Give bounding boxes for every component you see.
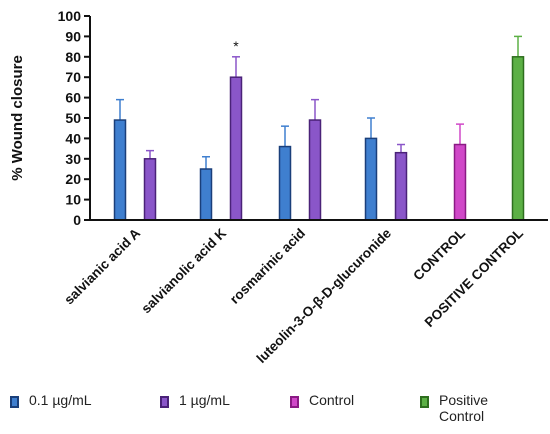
legend-label: 1 µg/mL [179, 392, 230, 408]
legend-swatch-control [290, 396, 299, 408]
x-category-label: salvianolic acid K [138, 225, 229, 316]
bar [113, 119, 127, 221]
legend-item-1-ug: 1 µg/mL [160, 392, 230, 408]
y-tick-label: 30 [65, 151, 81, 167]
x-category-label: luteolin-3-O-β-D-glucuronide [254, 225, 395, 366]
legend-label: Positive Control [439, 392, 489, 424]
bar [143, 158, 157, 221]
bar [364, 137, 378, 221]
x-category-label: rosmarinic acid [227, 226, 308, 307]
significance-marker: * [233, 38, 239, 54]
bar [394, 151, 408, 221]
legend-label: Control [309, 392, 355, 408]
bar-chart-svg: 0 10 20 30 40 50 60 70 80 90 100 * salvianic acid … [9, 8, 548, 366]
legend-label: 0.1 µg/mL [29, 392, 92, 408]
y-tick-label: 100 [58, 8, 82, 24]
y-tick-label: 80 [65, 49, 81, 65]
bar [511, 56, 525, 221]
x-category-label: POSITIVE CONTROL [422, 226, 526, 330]
y-tick-label: 0 [73, 212, 81, 228]
bar [308, 119, 322, 221]
y-tick-label: 10 [65, 192, 81, 208]
legend: 0.1 µg/mL 1 µg/mL Control Positive Contr… [0, 388, 550, 434]
y-tick-label: 70 [65, 69, 81, 85]
legend-item-control: Control [290, 392, 354, 408]
x-category-label: salvianic acid A [61, 225, 143, 307]
bar [453, 143, 467, 221]
legend-item-positive-control: Positive Control [420, 392, 488, 424]
y-tick-label: 60 [65, 90, 81, 106]
x-category-label: CONTROL [410, 226, 468, 284]
bar [199, 168, 213, 221]
legend-swatch-0-1-ug [10, 396, 19, 408]
legend-swatch-1-ug [160, 396, 169, 408]
y-tick-label: 90 [65, 28, 81, 44]
y-tick-label: 50 [65, 110, 81, 126]
y-axis-title: % Wound closure [9, 55, 26, 181]
y-tick-label: 40 [65, 130, 81, 146]
bar [278, 145, 292, 221]
y-tick-label: 20 [65, 171, 81, 187]
bar [229, 76, 243, 221]
y-axis: 0 10 20 30 40 50 60 70 80 90 100 [58, 8, 91, 228]
legend-item-0-1-ug: 0.1 µg/mL [10, 392, 92, 408]
legend-swatch-positive-control [420, 396, 429, 408]
bars: * [113, 35, 525, 221]
